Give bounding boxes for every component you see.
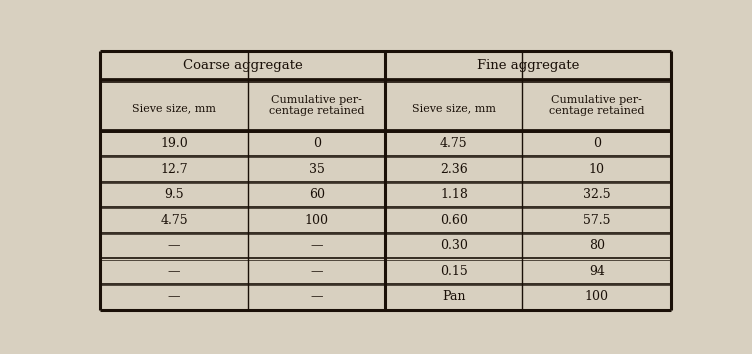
Text: Sieve size, mm: Sieve size, mm bbox=[132, 103, 216, 113]
Text: 57.5: 57.5 bbox=[583, 214, 611, 227]
Text: 19.0: 19.0 bbox=[160, 137, 188, 150]
Text: 94: 94 bbox=[589, 265, 605, 278]
Text: Sieve size, mm: Sieve size, mm bbox=[412, 103, 496, 113]
Text: 0: 0 bbox=[593, 137, 601, 150]
Text: —: — bbox=[311, 239, 323, 252]
Text: —: — bbox=[311, 265, 323, 278]
Text: 60: 60 bbox=[309, 188, 325, 201]
Text: 0.60: 0.60 bbox=[440, 214, 468, 227]
Text: 2.36: 2.36 bbox=[440, 162, 468, 176]
Text: Coarse aggregate: Coarse aggregate bbox=[183, 59, 302, 72]
Text: 4.75: 4.75 bbox=[440, 137, 468, 150]
Text: —: — bbox=[311, 290, 323, 303]
Text: Pan: Pan bbox=[442, 290, 465, 303]
Text: Cumulative per-
centage retained: Cumulative per- centage retained bbox=[269, 95, 365, 116]
Text: 0.30: 0.30 bbox=[440, 239, 468, 252]
Text: 32.5: 32.5 bbox=[583, 188, 611, 201]
Text: —: — bbox=[168, 239, 180, 252]
Text: —: — bbox=[168, 290, 180, 303]
Text: 10: 10 bbox=[589, 162, 605, 176]
Text: 100: 100 bbox=[585, 290, 608, 303]
Text: 0.15: 0.15 bbox=[440, 265, 468, 278]
Text: 4.75: 4.75 bbox=[160, 214, 188, 227]
Text: Fine aggregate: Fine aggregate bbox=[477, 59, 579, 72]
Text: 0: 0 bbox=[313, 137, 321, 150]
Text: 80: 80 bbox=[589, 239, 605, 252]
Text: Cumulative per-
centage retained: Cumulative per- centage retained bbox=[549, 95, 644, 116]
Text: —: — bbox=[168, 265, 180, 278]
Text: 35: 35 bbox=[309, 162, 325, 176]
Text: 100: 100 bbox=[305, 214, 329, 227]
Text: 1.18: 1.18 bbox=[440, 188, 468, 201]
Text: 12.7: 12.7 bbox=[160, 162, 188, 176]
Text: 9.5: 9.5 bbox=[164, 188, 184, 201]
